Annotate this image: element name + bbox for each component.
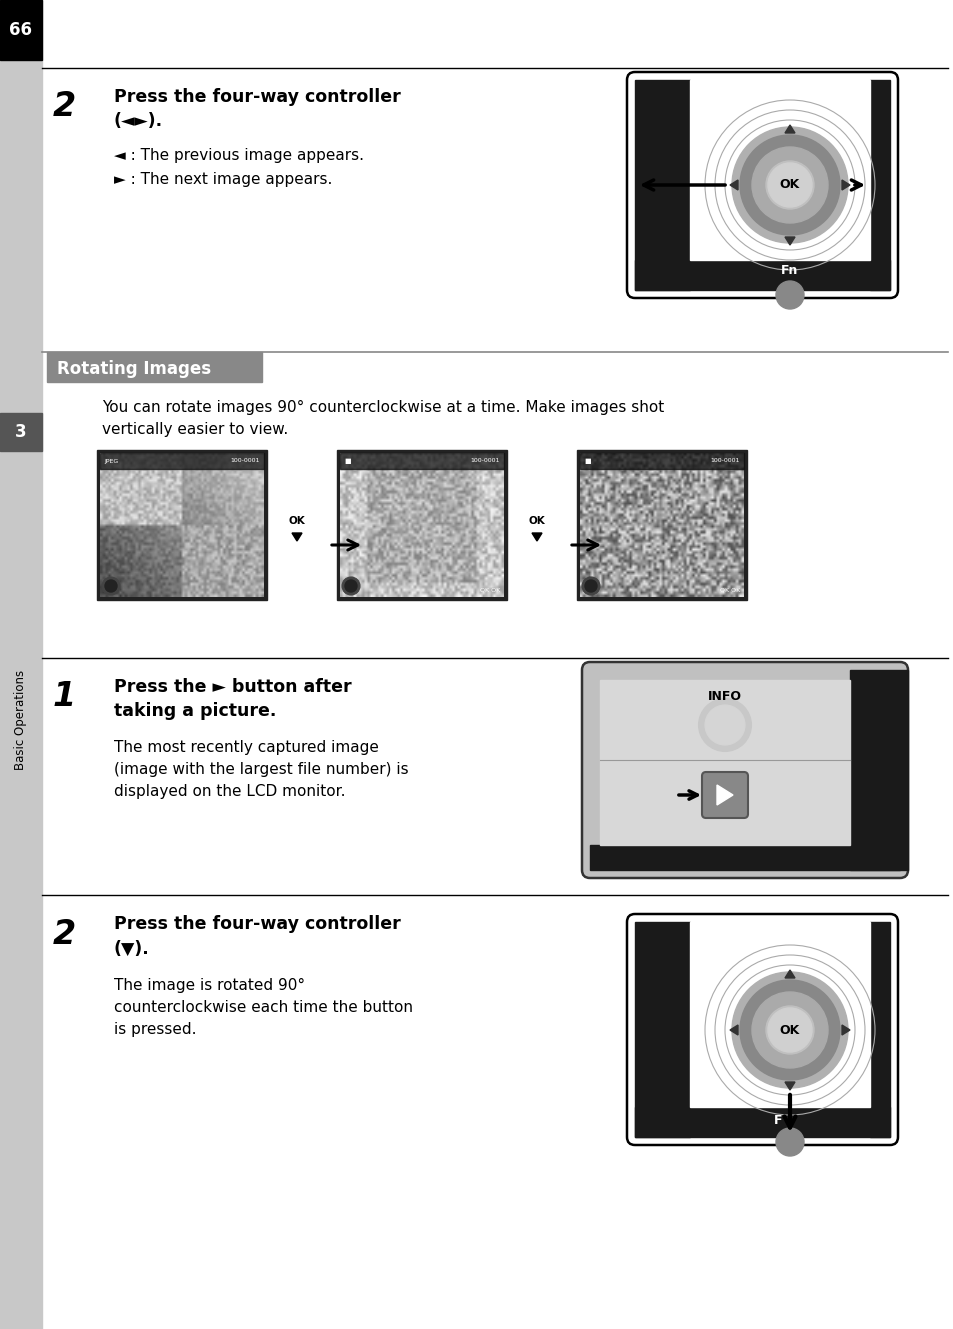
Circle shape: [345, 579, 356, 591]
Circle shape: [765, 1006, 813, 1054]
Bar: [0, 0, 42, 1329]
Text: Basic Operations: Basic Operations: [14, 670, 28, 769]
Text: counterclockwise each time the button: counterclockwise each time the button: [113, 999, 413, 1015]
Circle shape: [751, 991, 827, 1069]
Text: ► : The next image appears.: ► : The next image appears.: [113, 171, 332, 187]
Bar: [100, 453, 264, 469]
Circle shape: [740, 979, 840, 1080]
Polygon shape: [784, 970, 794, 978]
Bar: [0, 0, 42, 60]
Bar: [589, 845, 899, 870]
Text: 100-0001: 100-0001: [231, 459, 260, 464]
Text: INFO: INFO: [707, 690, 741, 703]
Bar: [635, 922, 689, 1138]
Polygon shape: [292, 533, 302, 541]
Text: OK: OK: [779, 178, 800, 191]
Text: The image is rotated 90°: The image is rotated 90°: [113, 978, 305, 993]
Bar: [336, 451, 506, 599]
Circle shape: [731, 971, 847, 1088]
Bar: [47, 352, 262, 381]
Text: (◄►).: (◄►).: [113, 112, 163, 130]
Text: Rotating Images: Rotating Images: [57, 360, 211, 377]
FancyBboxPatch shape: [626, 72, 897, 298]
Bar: [97, 451, 267, 599]
Text: vertically easier to view.: vertically easier to view.: [102, 423, 288, 437]
Bar: [599, 680, 849, 845]
Circle shape: [105, 579, 117, 591]
Bar: [579, 453, 743, 469]
Bar: [0, 413, 42, 451]
FancyBboxPatch shape: [581, 662, 907, 878]
Circle shape: [731, 128, 847, 243]
Circle shape: [767, 1007, 811, 1053]
Text: OK OK: OK OK: [479, 589, 499, 594]
Text: 2: 2: [52, 90, 75, 124]
Text: (▼).: (▼).: [113, 940, 150, 958]
Polygon shape: [784, 1082, 794, 1090]
Circle shape: [767, 163, 811, 207]
Text: ◄ : The previous image appears.: ◄ : The previous image appears.: [113, 148, 364, 163]
Text: Press the four-way controller: Press the four-way controller: [113, 88, 400, 106]
Circle shape: [775, 280, 803, 310]
Circle shape: [584, 579, 597, 591]
Bar: [689, 922, 869, 1107]
Bar: [635, 1107, 889, 1138]
Text: Fn: Fn: [781, 263, 798, 276]
Text: 3: 3: [15, 423, 27, 441]
Text: OK: OK: [779, 1023, 800, 1037]
Text: displayed on the LCD monitor.: displayed on the LCD monitor.: [113, 784, 345, 799]
Circle shape: [699, 699, 750, 751]
Text: 100-0001: 100-0001: [710, 459, 740, 464]
Text: OK: OK: [289, 516, 305, 526]
Circle shape: [775, 1128, 803, 1156]
Circle shape: [751, 148, 827, 223]
Text: You can rotate images 90° counterclockwise at a time. Make images shot: You can rotate images 90° counterclockwi…: [102, 400, 663, 415]
Circle shape: [517, 505, 557, 545]
Polygon shape: [784, 237, 794, 245]
Polygon shape: [841, 179, 849, 190]
Text: OK: OK: [528, 516, 545, 526]
Circle shape: [276, 505, 316, 545]
Polygon shape: [729, 1025, 738, 1035]
Text: 100-0001: 100-0001: [470, 459, 499, 464]
Circle shape: [341, 577, 359, 595]
Bar: [635, 80, 689, 290]
Polygon shape: [729, 179, 738, 190]
FancyBboxPatch shape: [701, 772, 747, 819]
Text: ■: ■: [344, 459, 351, 464]
Text: (image with the largest file number) is: (image with the largest file number) is: [113, 762, 408, 777]
Text: 1: 1: [52, 680, 75, 712]
Bar: [635, 260, 889, 290]
Text: The most recently captured image: The most recently captured image: [113, 740, 378, 755]
FancyBboxPatch shape: [626, 914, 897, 1146]
Bar: [339, 453, 503, 469]
Text: Press the four-way controller: Press the four-way controller: [113, 914, 400, 933]
Circle shape: [740, 136, 840, 235]
Polygon shape: [784, 125, 794, 133]
Polygon shape: [841, 1025, 849, 1035]
Text: 66: 66: [10, 21, 32, 39]
Bar: [577, 451, 746, 599]
Circle shape: [704, 704, 744, 746]
Text: is pressed.: is pressed.: [113, 1022, 196, 1037]
Bar: [689, 80, 869, 260]
Text: JPEG: JPEG: [104, 459, 118, 464]
Bar: [869, 922, 889, 1138]
Text: 2: 2: [52, 918, 75, 952]
Circle shape: [581, 577, 599, 595]
Text: F: F: [773, 1115, 781, 1127]
Bar: [849, 670, 907, 870]
Polygon shape: [717, 785, 732, 805]
Text: Press the ► button after: Press the ► button after: [113, 678, 352, 696]
Circle shape: [102, 577, 120, 595]
Text: OK OK: OK OK: [719, 589, 740, 594]
Text: ■: ■: [583, 459, 590, 464]
Polygon shape: [532, 533, 541, 541]
Bar: [869, 80, 889, 290]
Text: taking a picture.: taking a picture.: [113, 702, 276, 720]
Circle shape: [765, 161, 813, 209]
